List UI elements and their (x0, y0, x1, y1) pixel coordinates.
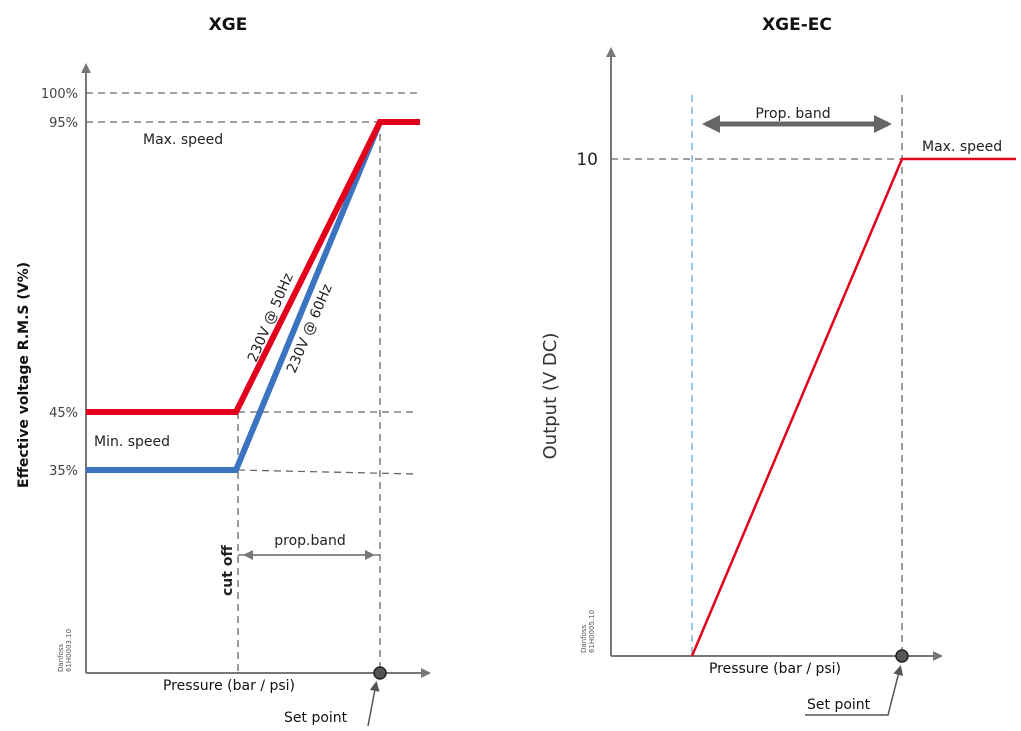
set-point-pointer (367, 681, 380, 727)
min-speed-label: Min. speed (94, 434, 170, 450)
chart-title: XGE (209, 15, 248, 35)
drawing-code-number: 61H0005.10 (588, 610, 596, 653)
series-label-50hz: 230V @ 50Hz (245, 271, 297, 365)
tick-label: 35% (49, 464, 78, 479)
tick-label: 95% (49, 116, 78, 131)
series-line-60hz (86, 119, 420, 473)
drawing-code-brand: Danfoss (57, 643, 65, 672)
tick-label: 45% (49, 406, 78, 421)
set-point-label: Set point (284, 710, 348, 726)
y-axis-label: Effective voltage R.M.S (V%) (16, 262, 32, 488)
cut-off-label: cut off (220, 545, 236, 596)
set-point-label: Set point (807, 697, 871, 713)
max-speed-label: Max. speed (922, 139, 1002, 155)
y-axis-label: Output (V DC) (540, 333, 561, 460)
prop-band-label: prop.band (274, 533, 345, 549)
drawing-code-number: 61H0003.10 (65, 629, 73, 672)
chart-xge-ec: XGE-EC Prop. band 10 Max. speed Pressure… (540, 15, 1016, 716)
prop-band-label: Prop. band (755, 106, 830, 122)
x-axis-label: Pressure (bar / psi) (709, 661, 841, 677)
series-line-50hz (86, 119, 420, 415)
drawing-code-brand: Danfoss (580, 624, 588, 653)
tick-label: 10 (576, 150, 598, 170)
chart-xge: XGE 100% 95% 45% 35% Max. speed Min. spe… (16, 15, 431, 727)
set-point-marker (895, 649, 909, 663)
series-line-output (690, 157, 1016, 657)
max-speed-label: Max. speed (143, 132, 223, 148)
tick-label: 100% (41, 87, 78, 102)
gridline-35 (237, 469, 416, 475)
chart-title: XGE-EC (762, 15, 832, 35)
x-axis-label: Pressure (bar / psi) (163, 678, 295, 694)
set-point-marker (373, 666, 387, 680)
set-point-pointer (805, 665, 904, 716)
